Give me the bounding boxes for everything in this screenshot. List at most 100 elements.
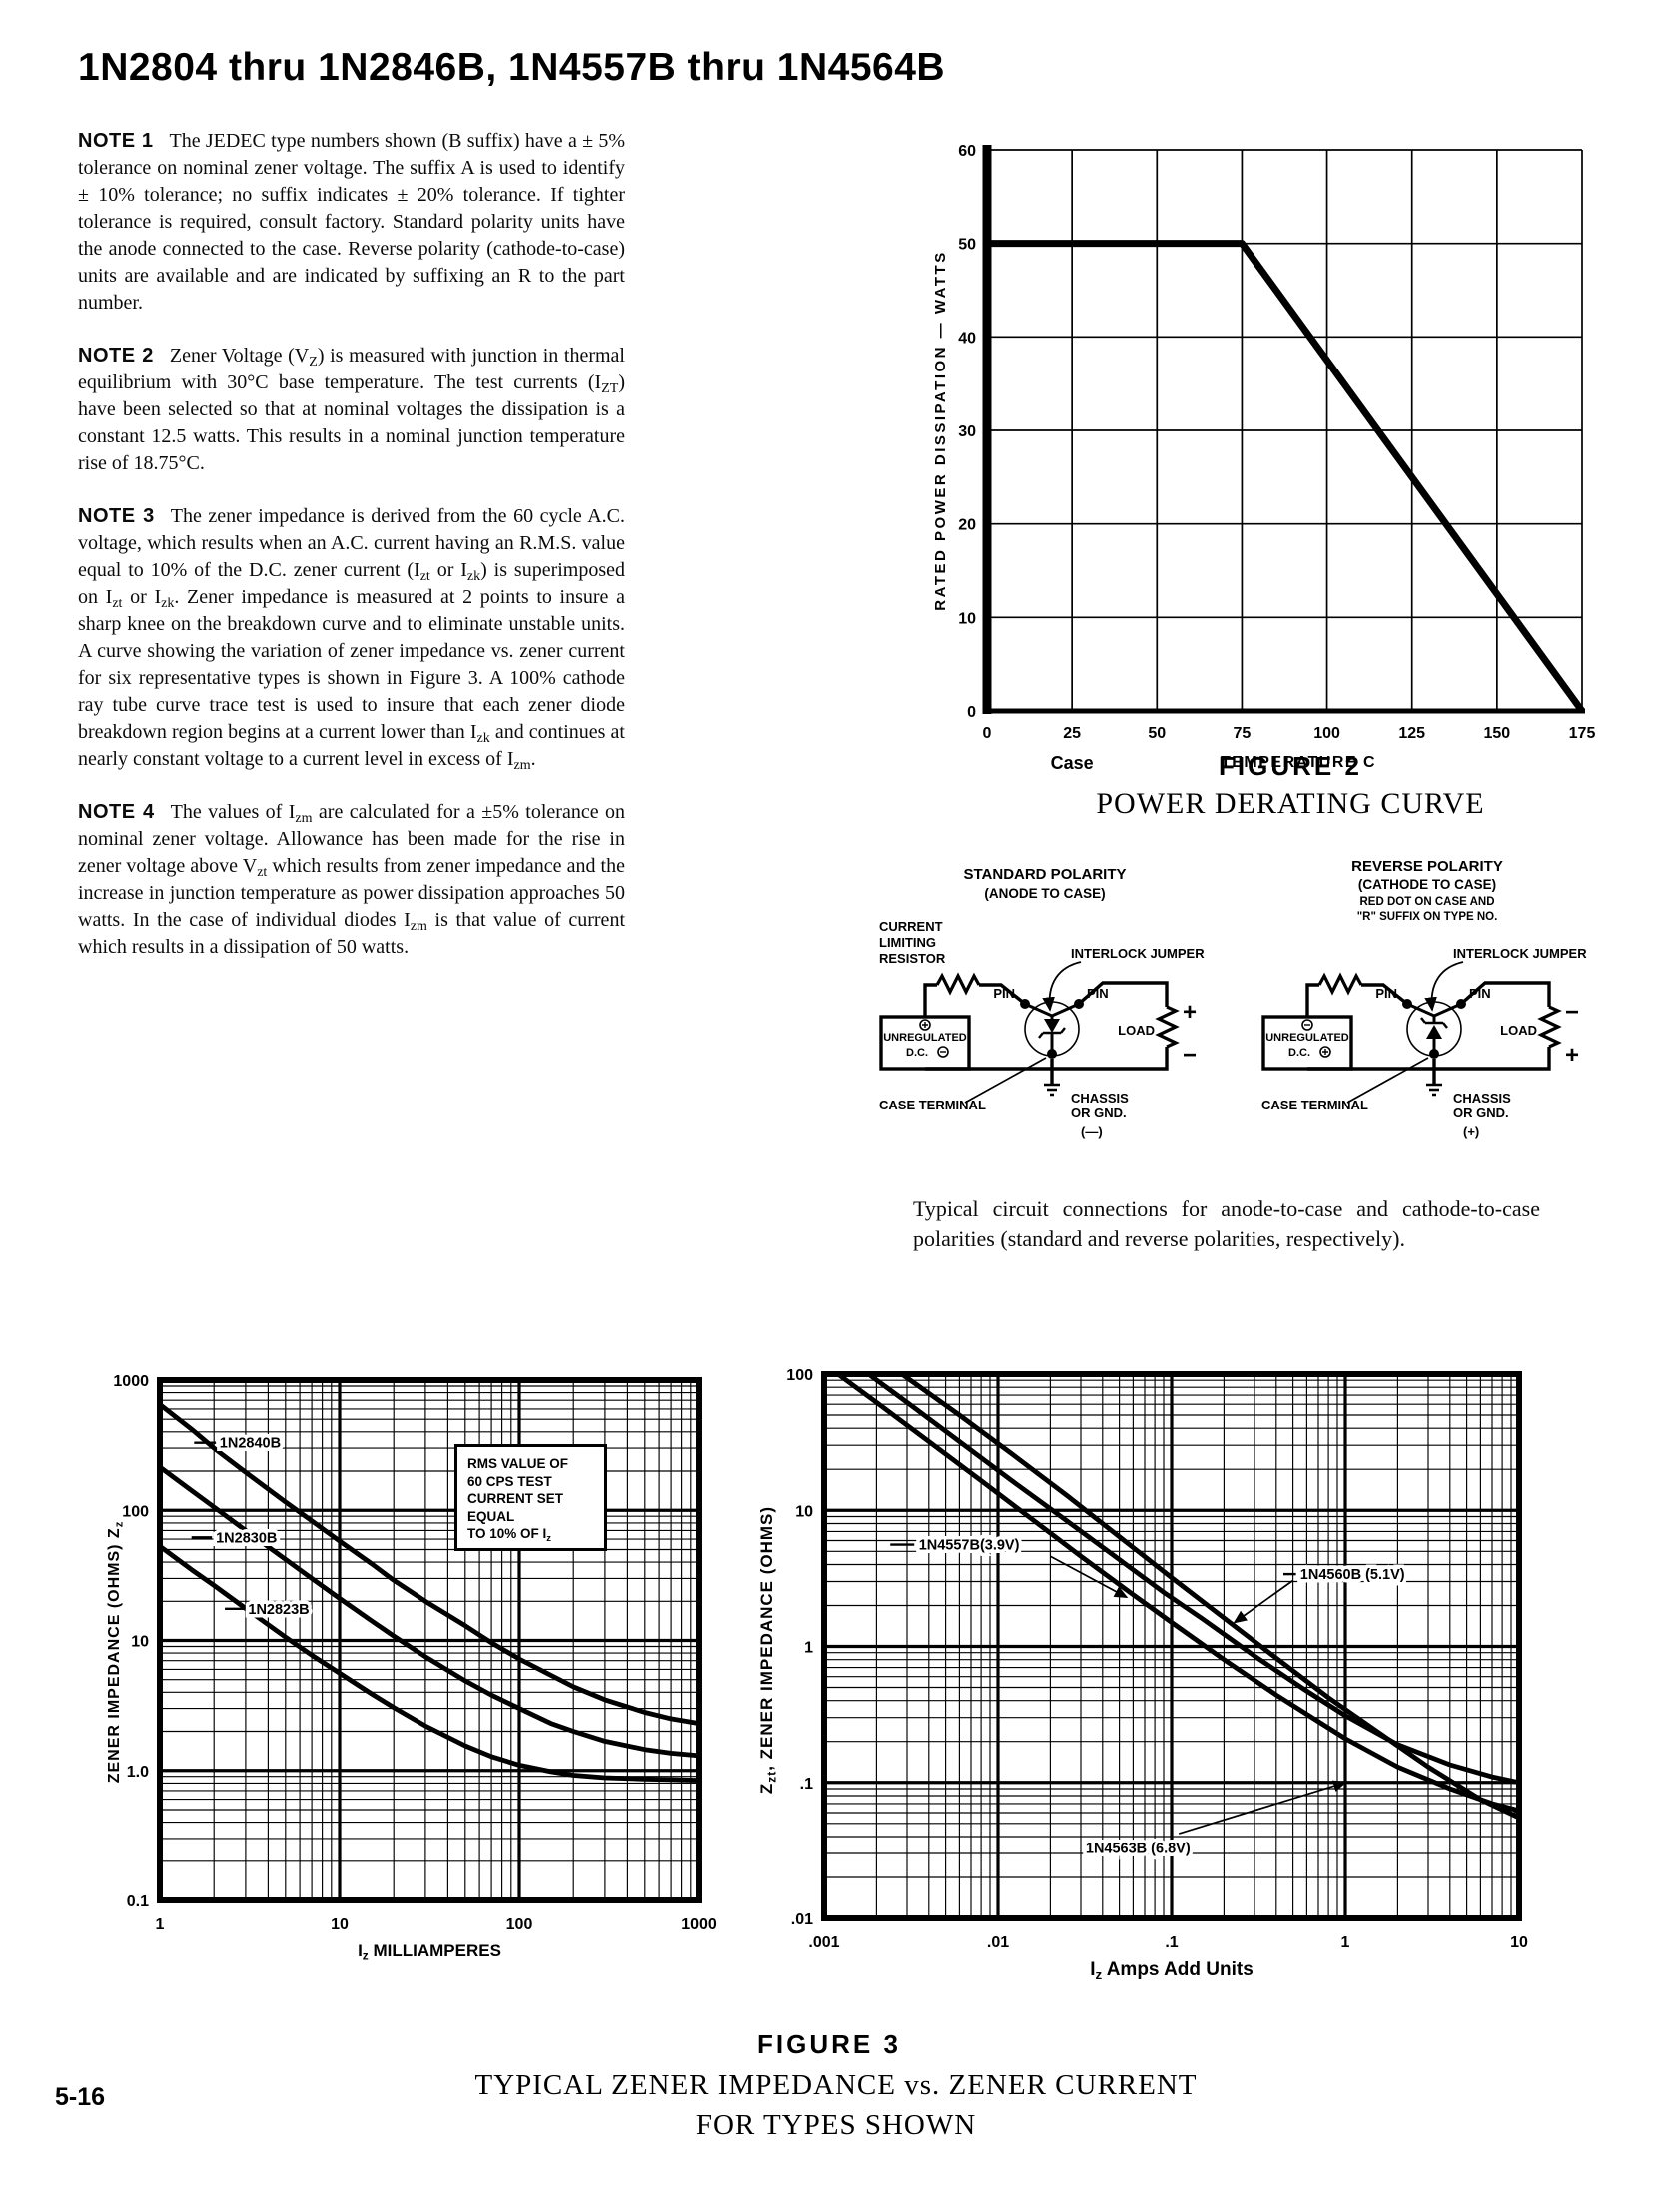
minus-terminal-icon <box>1301 1019 1313 1031</box>
standard-title: STANDARD POLARITY <box>963 866 1126 883</box>
pin-right-label: PIN <box>1087 986 1109 1001</box>
svg-text:Case: Case <box>1051 753 1094 773</box>
interlock-jumper-label: INTERLOCK JUMPER <box>1453 946 1587 961</box>
reverse-subtitle: (CATHODE TO CASE) <box>1358 877 1496 892</box>
svg-text:1: 1 <box>804 1640 813 1657</box>
note-4-text: The values of Izm are calculated for a ±… <box>78 801 625 958</box>
figure2-caption-title: POWER DERATING CURVE <box>1096 787 1485 820</box>
svg-text:10: 10 <box>331 1916 349 1933</box>
plus-terminal-icon <box>919 1019 931 1031</box>
load-sign-bottom: − <box>1183 1042 1197 1069</box>
pin-node-left <box>1402 999 1412 1009</box>
zener-bar <box>1420 1017 1448 1029</box>
plus-terminal-icon <box>1319 1046 1331 1058</box>
circuit-diagrams: STANDARD POLARITY (ANODE TO CASE) CURREN… <box>879 858 1587 1139</box>
resistor-label-1: CURRENT <box>879 919 943 934</box>
case-terminal-leader <box>964 1057 1047 1104</box>
chassis-label-2: OR GND. <box>1453 1106 1509 1120</box>
current-limiting-resistor-symbol <box>935 972 981 996</box>
svg-text:10: 10 <box>958 610 976 627</box>
note-4: NOTE 4 The values of Izm are calculated f… <box>78 799 625 961</box>
figure2-caption-label: FIGURE 2 <box>1219 751 1362 781</box>
load-sign-bottom: + <box>1565 1042 1579 1069</box>
wires <box>1305 981 1551 1085</box>
svg-text:175: 175 <box>1569 725 1596 742</box>
notes-column: NOTE 1 The JEDEC type numbers shown (B su… <box>78 128 625 987</box>
svg-text:0: 0 <box>983 725 992 742</box>
figure3-right-chart: .001 .01 .1 1 10 .01 .1 1 10 100 1N4557B(3.9V) 1N45… <box>786 1367 1528 1951</box>
svg-text:50: 50 <box>958 237 976 254</box>
svg-text:100: 100 <box>122 1503 149 1520</box>
source-label-2: D.C. <box>1288 1047 1310 1059</box>
svg-text:150: 150 <box>1484 725 1511 742</box>
chassis-label-1: CHASSIS <box>1071 1091 1129 1106</box>
note-1-label: NOTE 1 <box>78 130 154 152</box>
note-1: NOTE 1 The JEDEC type numbers shown (B su… <box>78 128 625 317</box>
zener-diode-icon <box>1426 1025 1442 1039</box>
load-sign-top: + <box>1183 999 1197 1026</box>
pin-left-label: PIN <box>1375 986 1397 1001</box>
wires <box>923 981 1169 1085</box>
svg-text:1N2840B: 1N2840B <box>220 1436 281 1452</box>
note-3: NOTE 3 The zener impedance is derived fro… <box>78 503 625 773</box>
unregulated-dc-box <box>879 1015 971 1071</box>
svg-text:10: 10 <box>1510 1934 1528 1951</box>
figure3-left-annotation: RMS VALUE OF 60 CPS TEST CURRENT SET EQUAL… <box>454 1444 607 1551</box>
note-2-text: Zener Voltage (VZ) is measured with junc… <box>78 345 625 474</box>
ground-icon <box>1044 1083 1060 1097</box>
load-sign-top: − <box>1565 999 1579 1026</box>
svg-text:100: 100 <box>1313 725 1340 742</box>
case-terminal-leader <box>1346 1057 1429 1104</box>
case-node <box>1047 1049 1057 1059</box>
svg-text:0: 0 <box>967 704 976 721</box>
svg-text:30: 30 <box>958 423 976 440</box>
chassis-polarity: (—) <box>1081 1124 1103 1139</box>
chassis-label-1: CHASSIS <box>1453 1091 1511 1106</box>
pin-node-right <box>1074 999 1084 1009</box>
unregulated-dc-box <box>1261 1015 1353 1071</box>
svg-text:TEMPERATURE C: TEMPERATURE C <box>1221 754 1376 771</box>
svg-text:RATED POWER DISSIPATION — WATT: RATED POWER DISSIPATION — WATTS <box>932 250 949 610</box>
source-label-1: UNREGULATED <box>1265 1032 1349 1044</box>
svg-text:1: 1 <box>156 1916 165 1933</box>
source-label-1: UNREGULATED <box>883 1032 967 1044</box>
resistor-label-3: RESISTOR <box>879 951 946 966</box>
svg-text:.1: .1 <box>800 1776 813 1793</box>
svg-text:10: 10 <box>795 1503 813 1520</box>
circuit-reverse-polarity: REVERSE POLARITY (CATHODE TO CASE) RED D… <box>1261 858 1587 1139</box>
resistor-label-2: LIMITING <box>879 935 936 950</box>
svg-text:0.1: 0.1 <box>127 1893 149 1910</box>
interlock-jumper-label: INTERLOCK JUMPER <box>1071 946 1205 961</box>
page-title: 1N2804 thru 1N2846B, 1N4557B thru 1N4564… <box>78 46 946 89</box>
note-2-label: NOTE 2 <box>78 345 154 367</box>
svg-text:1N4557B(3.9V): 1N4557B(3.9V) <box>919 1538 1020 1554</box>
chassis-polarity: (+) <box>1463 1124 1479 1139</box>
load-resistor-symbol <box>1537 1005 1562 1049</box>
svg-text:20: 20 <box>958 517 976 534</box>
figure3-caption-line2: FOR TYPES SHOWN <box>695 2109 977 2141</box>
reverse-title: REVERSE POLARITY <box>1351 858 1503 875</box>
svg-text:1N2830B: 1N2830B <box>216 1530 277 1546</box>
load-resistor-symbol <box>1155 1005 1180 1049</box>
load-label: LOAD <box>1118 1023 1155 1038</box>
zener-diode-icon <box>1044 1019 1060 1033</box>
svg-text:10: 10 <box>131 1634 149 1651</box>
case-terminal-label: CASE TERMINAL <box>1261 1098 1368 1112</box>
ground-icon <box>1426 1083 1442 1097</box>
svg-text:1000: 1000 <box>681 1916 717 1933</box>
note-1-text: The JEDEC type numbers shown (B suffix) … <box>78 130 625 314</box>
svg-text:60: 60 <box>958 143 976 160</box>
svg-text:75: 75 <box>1234 725 1252 742</box>
reverse-note-1: RED DOT ON CASE AND <box>1359 896 1494 908</box>
svg-text:50: 50 <box>1148 725 1166 742</box>
pin-node-left <box>1020 999 1030 1009</box>
pin-right-label: PIN <box>1469 986 1491 1001</box>
figure3-left-xlabel: Iz MILLIAMPERES <box>358 1941 501 1963</box>
figure3-right-ylabel: Zzt, ZENER IMPEDANCE (OHMS) <box>757 1505 779 1795</box>
svg-text:125: 125 <box>1398 725 1425 742</box>
jumper-v-wires <box>1024 1002 1080 1052</box>
svg-text:100: 100 <box>786 1367 813 1384</box>
plus-glyph <box>1322 1049 1328 1055</box>
current-limiting-resistor-symbol <box>1317 972 1363 996</box>
svg-text:100: 100 <box>506 1916 533 1933</box>
